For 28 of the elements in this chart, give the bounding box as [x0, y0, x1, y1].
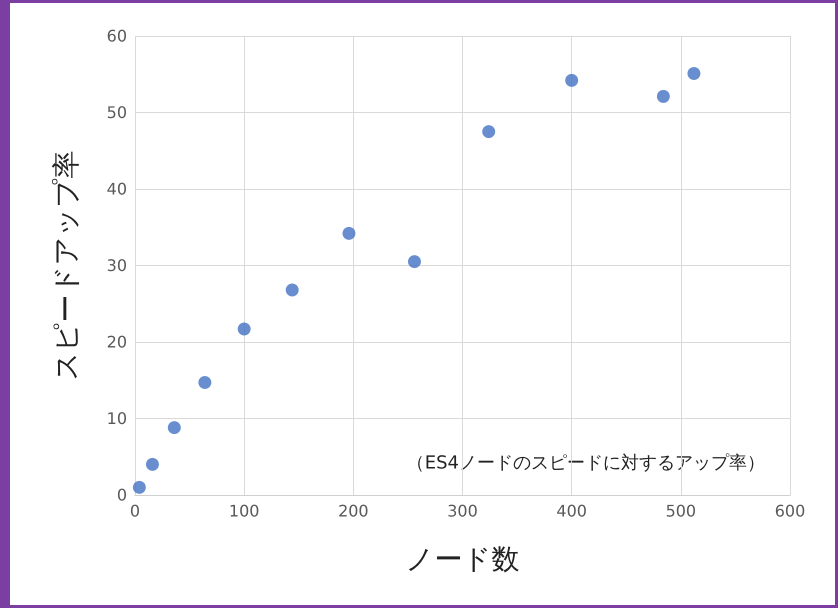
- point: [198, 376, 212, 390]
- x-tick-label: 100: [228, 502, 260, 520]
- y-axis-title: スピードアップ率: [50, 150, 82, 380]
- x-tick-label: 500: [666, 502, 696, 520]
- point: [146, 458, 159, 471]
- point: [342, 226, 356, 240]
- point: [408, 255, 421, 268]
- point: [132, 480, 146, 494]
- x-axis-title: ノード数: [406, 542, 520, 576]
- y-tick-label: 20: [106, 332, 127, 352]
- y-tick-label: 30: [106, 256, 127, 275]
- x-tick-label: 300: [447, 502, 478, 520]
- y-tick-label: 10: [106, 409, 127, 428]
- point: [168, 421, 181, 434]
- y-tick-label: 50: [106, 103, 127, 122]
- x-tick-label: 600: [774, 502, 806, 520]
- point: [286, 283, 299, 296]
- point: [656, 90, 670, 103]
- x-tick-label: 0: [130, 502, 140, 520]
- y-tick-label: 0: [116, 486, 127, 504]
- x-tick-label: 400: [556, 502, 587, 520]
- y-tick-label: 60: [106, 26, 127, 46]
- point: [565, 74, 578, 87]
- x-tick-label: 200: [338, 502, 369, 520]
- point: [687, 66, 700, 80]
- y-tick-label: 40: [106, 180, 127, 198]
- point: [238, 322, 251, 336]
- point: [482, 125, 496, 138]
